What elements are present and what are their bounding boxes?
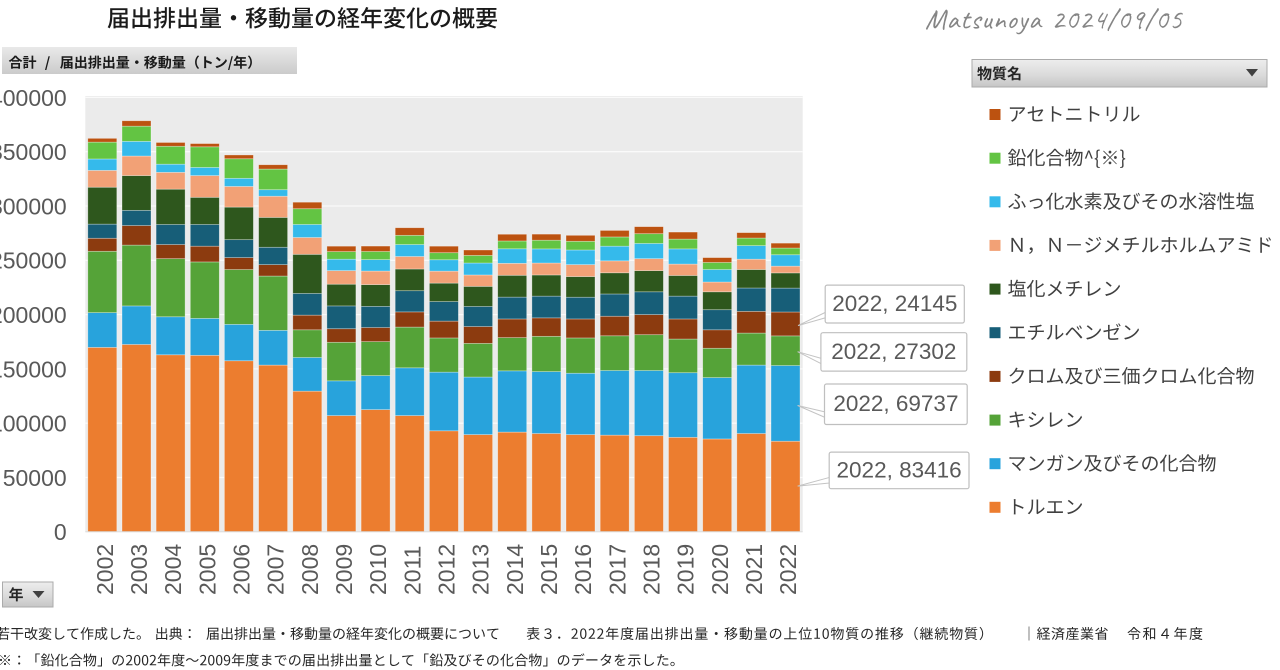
- svg-text:2016: 2016: [570, 544, 596, 595]
- svg-text:150000: 150000: [0, 356, 67, 382]
- svg-text:2009: 2009: [331, 544, 357, 595]
- svg-text:2022, 83416: 2022, 83416: [837, 457, 962, 482]
- svg-text:2015: 2015: [536, 544, 562, 595]
- svg-text:2013: 2013: [468, 544, 494, 595]
- svg-text:2005: 2005: [194, 544, 220, 595]
- svg-text:2012: 2012: [434, 544, 460, 595]
- svg-text:2022, 24145: 2022, 24145: [832, 291, 957, 316]
- svg-text:2014: 2014: [502, 544, 528, 595]
- svg-text:50000: 50000: [3, 465, 67, 491]
- svg-text:350000: 350000: [0, 139, 67, 165]
- svg-text:2002: 2002: [92, 544, 118, 595]
- svg-text:2022, 27302: 2022, 27302: [831, 339, 956, 364]
- svg-text:2010: 2010: [365, 544, 391, 595]
- svg-text:2003: 2003: [126, 544, 152, 595]
- svg-text:400000: 400000: [0, 85, 67, 111]
- svg-text:2022: 2022: [775, 544, 801, 595]
- svg-text:2008: 2008: [297, 544, 323, 595]
- svg-text:300000: 300000: [0, 193, 67, 219]
- svg-text:2006: 2006: [229, 544, 255, 595]
- svg-text:2017: 2017: [604, 544, 630, 595]
- svg-text:2022, 69737: 2022, 69737: [833, 391, 958, 416]
- svg-text:100000: 100000: [0, 411, 67, 437]
- svg-text:2007: 2007: [263, 544, 289, 595]
- svg-text:2019: 2019: [673, 544, 699, 595]
- svg-text:200000: 200000: [0, 302, 67, 328]
- svg-text:2021: 2021: [741, 544, 767, 595]
- svg-text:250000: 250000: [0, 248, 67, 274]
- svg-text:2018: 2018: [639, 544, 665, 595]
- svg-text:2004: 2004: [160, 544, 186, 595]
- svg-text:2020: 2020: [707, 544, 733, 595]
- svg-text:0: 0: [54, 519, 67, 545]
- svg-text:2011: 2011: [399, 546, 425, 595]
